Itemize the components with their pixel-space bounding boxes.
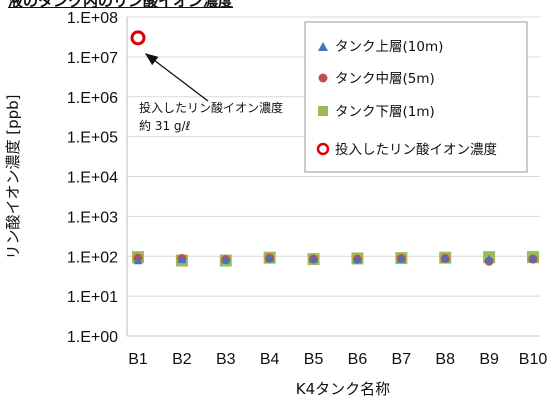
x-tick-labels: B1 B2 B3 B4 B5 B6 B7 B8 B9 B10 <box>128 351 547 368</box>
x-tick-label: B6 <box>348 351 368 368</box>
legend-label-input: 投入したリン酸イオン濃度 <box>335 142 497 158</box>
legend-label-upper: タンク上層(10m) <box>335 39 443 55</box>
y-tick-label: 1.E+05 <box>67 130 118 147</box>
point-upper-layer <box>484 254 494 263</box>
x-tick-label: B8 <box>435 351 455 368</box>
x-tick-label: B1 <box>128 351 148 368</box>
legend-marker-input <box>316 142 330 156</box>
y-tick-label: 1.E+00 <box>67 329 118 346</box>
legend: タンク上層(10m) タンク中層(5m) タンク下層(1m) 投入したリン酸イオ… <box>304 21 528 173</box>
x-tick-label: B7 <box>392 351 412 368</box>
y-tick-label: 1.E+01 <box>67 289 118 306</box>
y-tick-label: 1.E+03 <box>67 209 118 226</box>
annotation-arrow <box>144 53 209 102</box>
point-upper-layer <box>221 255 231 264</box>
point-input-concentration <box>130 30 146 46</box>
y-tick-label: 1.E+04 <box>67 170 118 187</box>
y-tick-label: 1.E+06 <box>67 90 118 107</box>
point-upper-layer <box>177 255 187 264</box>
legend-marker-lower <box>318 106 328 116</box>
legend-marker-middle <box>318 73 328 83</box>
data-points <box>130 30 539 267</box>
chart-title-text: 液のタンク内のリン酸イオン濃度 <box>8 0 233 8</box>
x-tick-label: B2 <box>172 351 192 368</box>
annotation-line-2: 約 31 g/ℓ <box>139 118 191 133</box>
legend-box <box>304 21 528 173</box>
point-upper-layer <box>528 254 538 263</box>
x-axis-title: K4タンク名称 <box>296 380 390 398</box>
point-upper-layer <box>396 254 406 263</box>
annotation-line-1: 投入したリン酸イオン濃度 <box>139 100 283 115</box>
plot-frame <box>126 17 540 337</box>
y-axis-title: リン酸イオン濃度 [ppb] <box>4 94 22 259</box>
y-tick-label: 1.E+07 <box>67 50 118 67</box>
point-upper-layer <box>440 254 450 263</box>
legend-label-lower: タンク下層(1m) <box>335 104 435 120</box>
legend-marker-upper <box>318 42 328 51</box>
y-tick-labels: 1.E+00 1.E+01 1.E+02 1.E+03 1.E+04 1.E+05 1.E+… <box>67 10 118 346</box>
point-upper-layer <box>133 256 143 265</box>
x-tick-label: B5 <box>304 351 324 368</box>
x-tick-label: B3 <box>216 351 236 368</box>
y-tick-label: 1.E+02 <box>67 249 118 266</box>
legend-label-middle: タンク中層(5m) <box>335 71 435 87</box>
point-upper-layer <box>352 255 362 264</box>
annotation: 投入したリン酸イオン濃度 約 31 g/ℓ <box>139 53 283 133</box>
chart-title-fragment: 液のタンク内のリン酸イオン濃度 <box>0 0 553 8</box>
x-tick-label: B4 <box>260 351 280 368</box>
point-upper-layer <box>265 254 275 263</box>
point-upper-layer <box>309 254 319 263</box>
x-tick-label: B10 <box>519 351 548 368</box>
x-tick-label: B9 <box>479 351 499 368</box>
y-tick-label: 1.E+08 <box>67 10 118 27</box>
